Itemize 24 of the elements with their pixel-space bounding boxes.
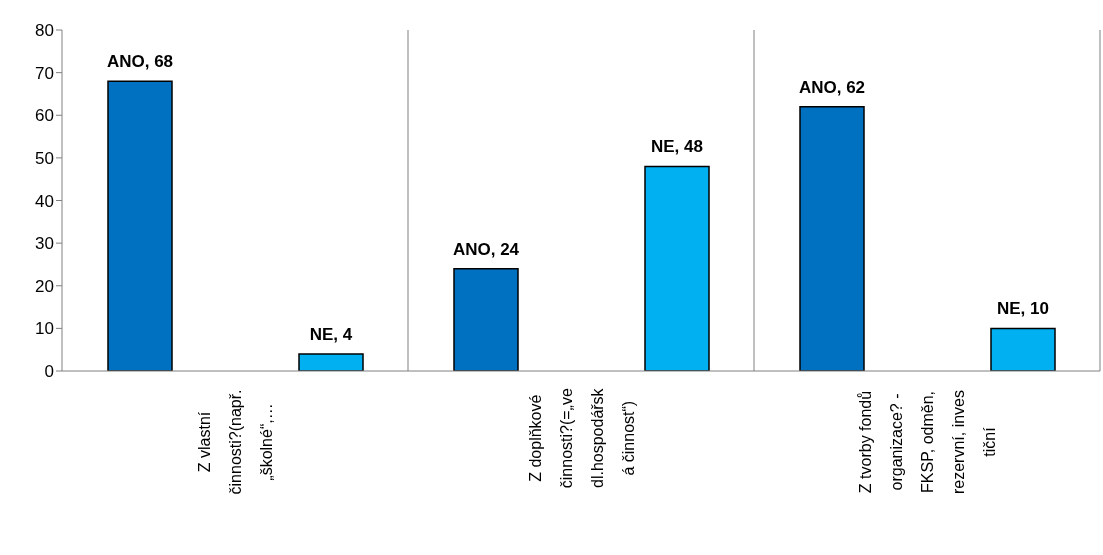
data-label: ANO, 24 [452,239,520,259]
bar [107,80,173,371]
y-tick-label: 20 [35,276,54,296]
x-tick-label: Z doplňkové činnosti?(=„ve dl.hospodářsk á činnost“) [526,387,637,489]
data-label: ANO, 62 [798,77,866,97]
bar [298,353,364,371]
y-tick-label: 0 [44,362,54,382]
y-tick-label: 70 [35,63,54,83]
data-label: NE, 48 [651,137,703,157]
y-tick-label: 60 [35,106,54,126]
data-label: NE, 10 [997,299,1049,319]
y-tick-label: 40 [35,191,54,211]
data-label: ANO, 68 [106,52,174,72]
bar [453,267,519,371]
bar [799,105,865,371]
bar [990,327,1056,371]
data-label: NE, 4 [309,324,353,344]
bar [644,165,710,371]
x-tick-label: Z tvorby fondů organizace? - FKSP, odměn, rezervní, inves tiční [857,389,998,495]
y-tick-label: 80 [35,21,54,41]
y-tick-label: 50 [35,148,54,168]
y-tick-label: 10 [35,319,54,339]
x-tick-label: Z vlastní činnosti?(např. „školné“,… [196,389,275,495]
y-tick-label: 30 [35,234,54,254]
